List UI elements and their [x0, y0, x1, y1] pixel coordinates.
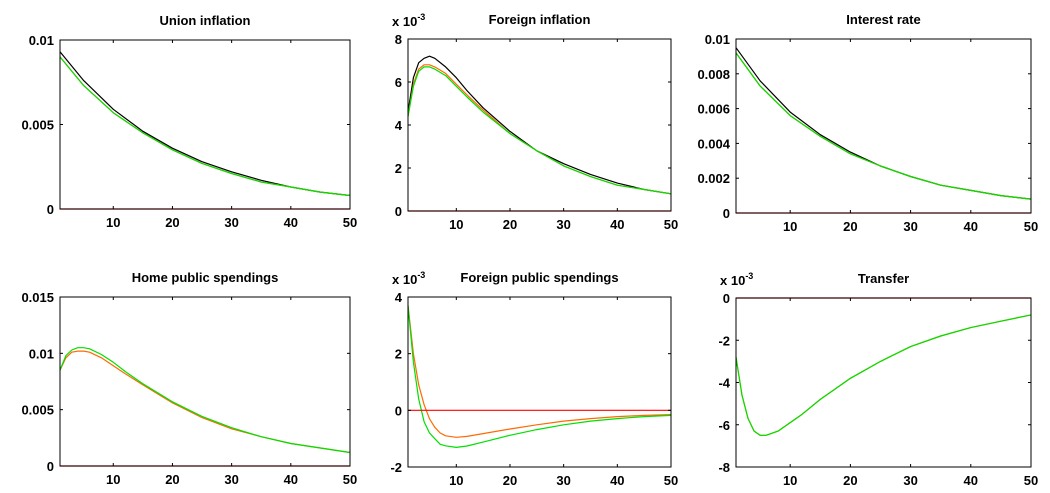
- x-tick-label: 10: [783, 473, 797, 488]
- x-tick-label: 20: [843, 473, 857, 488]
- y-tick-label: 0.005: [21, 403, 54, 418]
- y-tick-label: 0: [395, 403, 402, 418]
- subplot-4: 10 20 30 40 50 0 0.005 0.01 0.015 Home public spe…: [21, 270, 357, 487]
- subplot-6: 10 20 30 40 50 -8 -6 -4 -2 0 x 10-3 Transfer: [718, 271, 1038, 488]
- y-tick-label: 0.006: [697, 102, 730, 117]
- x-tick-label: 50: [343, 472, 357, 487]
- series-line-1: [735, 47, 1032, 200]
- y-exponent-label: x 10-3: [392, 12, 425, 29]
- x-tick-label: 40: [610, 473, 624, 488]
- y-tick-label: 0.01: [705, 32, 730, 47]
- x-tick-label: 20: [165, 472, 179, 487]
- x-tick-label: 50: [343, 215, 357, 230]
- y-tick-label: -8: [718, 460, 730, 475]
- y-tick-label: 0.002: [697, 171, 730, 186]
- x-tick-label: 20: [843, 219, 857, 234]
- series-line-1: [59, 51, 351, 197]
- subplot-title: Union inflation: [160, 13, 251, 28]
- subplot-5: 10 20 30 40 50 -2 0 2 4 x 10-3 Foreign public spen…: [390, 270, 678, 488]
- y-tick-label: 0: [47, 459, 54, 474]
- y-tick-label: -2: [718, 333, 730, 348]
- series-line-1: [407, 55, 672, 195]
- series-line-2: [735, 52, 1032, 200]
- x-tick-label: 30: [903, 219, 917, 234]
- x-tick-label: 30: [224, 472, 238, 487]
- y-exponent-label: x 10-3: [720, 271, 753, 288]
- x-tick-label: 30: [224, 215, 238, 230]
- x-tick-label: 20: [165, 215, 179, 230]
- x-tick-label: 20: [503, 217, 517, 232]
- y-tick-label: 4: [395, 290, 403, 305]
- x-tick-label: 10: [783, 219, 797, 234]
- y-tick-label: 0.01: [29, 346, 54, 361]
- series-line-3: [59, 56, 351, 197]
- subplot-title: Transfer: [858, 271, 909, 286]
- x-tick-label: 40: [610, 217, 624, 232]
- x-tick-label: 10: [106, 472, 120, 487]
- subplot-3: 10 20 30 40 50 0 0.002 0.004 0.006 0.008 0.01 Inter…: [697, 12, 1038, 234]
- y-tick-label: 0.015: [21, 290, 54, 305]
- subplot-1: 10 20 30 40 50 0 0.005 0.01 Union inflation: [21, 13, 357, 230]
- axes-frame: [407, 296, 672, 468]
- series-line-2: [407, 64, 672, 195]
- x-tick-label: 40: [284, 472, 298, 487]
- subplot-title: Interest rate: [846, 12, 920, 27]
- x-tick-label: 10: [449, 473, 463, 488]
- series-line-1: [407, 305, 672, 438]
- y-tick-label: -6: [718, 418, 730, 433]
- series-line-2: [407, 305, 672, 448]
- y-tick-label: 0: [723, 291, 730, 306]
- y-tick-label: 0.008: [697, 67, 730, 82]
- axes-frame: [59, 296, 351, 467]
- x-tick-label: 10: [106, 215, 120, 230]
- y-exponent-power: -3: [417, 270, 425, 280]
- y-tick-label: 6: [395, 75, 402, 90]
- y-tick-label: -2: [390, 460, 402, 475]
- subplot-title: Foreign public spendings: [460, 270, 618, 285]
- axes-frame: [735, 297, 1032, 468]
- y-tick-label: 2: [395, 161, 402, 176]
- x-tick-label: 50: [1024, 219, 1038, 234]
- series-line-1: [59, 350, 351, 454]
- y-tick-label: 0.004: [697, 136, 730, 151]
- x-tick-label: 30: [903, 473, 917, 488]
- axes-frame: [735, 38, 1032, 214]
- y-tick-label: 0.01: [29, 33, 54, 48]
- y-tick-label: 4: [395, 118, 403, 133]
- y-tick-label: -4: [718, 376, 730, 391]
- subplot-title: Home public spendings: [132, 270, 279, 285]
- y-tick-label: 0: [47, 202, 54, 217]
- series-line-3: [407, 66, 672, 195]
- series-line-3: [735, 52, 1032, 200]
- x-tick-label: 40: [964, 473, 978, 488]
- series-line-2: [59, 56, 351, 197]
- y-tick-label: 2: [395, 347, 402, 362]
- axes-frame: [59, 39, 351, 210]
- x-tick-label: 50: [664, 217, 678, 232]
- x-tick-label: 50: [664, 473, 678, 488]
- y-tick-label: 8: [395, 32, 402, 47]
- subplot-2: 10 20 30 40 50 0 2 4 6 8 x 10-3 Foreign inflation: [392, 12, 678, 232]
- x-tick-label: 10: [449, 217, 463, 232]
- y-exponent-label: x 10-3: [392, 270, 425, 287]
- series-line-2: [735, 314, 1032, 436]
- x-tick-label: 50: [1024, 473, 1038, 488]
- y-tick-label: 0.005: [21, 118, 54, 133]
- y-exponent-power: -3: [745, 271, 753, 281]
- subplot-title: Foreign inflation: [489, 12, 591, 27]
- y-exponent-power: -3: [417, 12, 425, 22]
- y-tick-label: 0: [395, 204, 402, 219]
- x-tick-label: 20: [503, 473, 517, 488]
- x-tick-label: 40: [284, 215, 298, 230]
- series-line-2: [59, 347, 351, 454]
- x-tick-label: 40: [964, 219, 978, 234]
- x-tick-label: 30: [556, 473, 570, 488]
- x-tick-label: 30: [556, 217, 570, 232]
- axes-frame: [407, 38, 672, 212]
- series-line-1: [735, 314, 1032, 436]
- y-tick-label: 0: [723, 206, 730, 221]
